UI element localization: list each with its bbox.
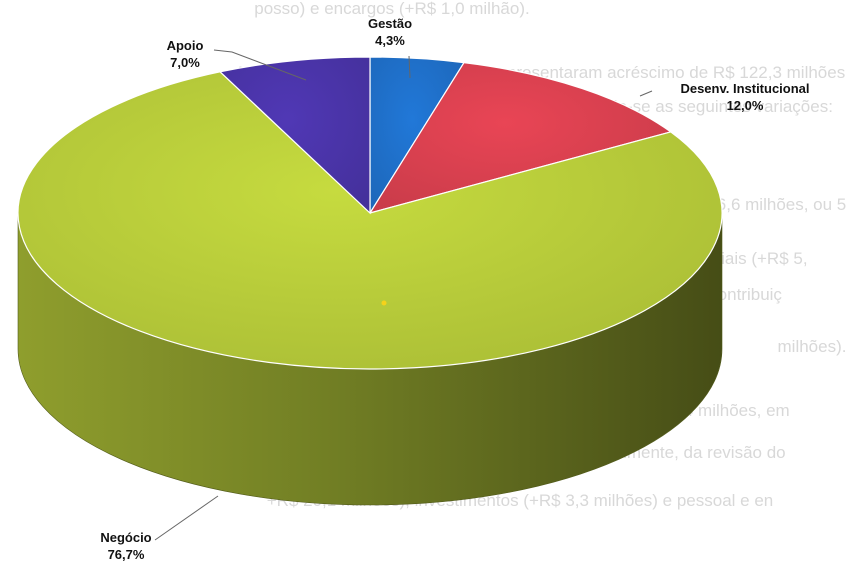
background-text-line: milhões).: [778, 337, 847, 356]
slice-value-gest-o: 4,3%: [375, 33, 405, 48]
slice-labels: Gestão 4,3% Desenv. Institucional 12,0% Negó…: [100, 16, 809, 562]
pie-slice-apoio: [218, 56, 371, 215]
leader-line-gest-o: [408, 55, 411, 79]
pie-slice-neg-cio: [17, 71, 723, 370]
leader-line-desenv-institucional: [639, 90, 653, 97]
slice-value-desenv-institucional: 12,0%: [727, 98, 764, 113]
leader-lines: [154, 49, 653, 541]
slice-label-neg-cio: Negócio: [100, 530, 151, 545]
pie-slice-desenv-institucional: [368, 62, 673, 214]
slice-value-apoio: 7,0%: [170, 55, 200, 70]
slice-label-apoio: Apoio: [167, 38, 204, 53]
slice-value-neg-cio: 76,7%: [108, 547, 145, 562]
slice-label-desenv-institucional: Desenv. Institucional: [680, 81, 809, 96]
slice-label-gest-o: Gestão: [368, 16, 412, 31]
highlight-dot: [381, 300, 387, 306]
pie-top: [17, 56, 723, 370]
leader-line-neg-cio: [154, 495, 219, 541]
leader-line-apoio: [213, 49, 307, 81]
background-text-line: posso) e encargos (+R$ 1,0 milhão).: [254, 0, 529, 18]
